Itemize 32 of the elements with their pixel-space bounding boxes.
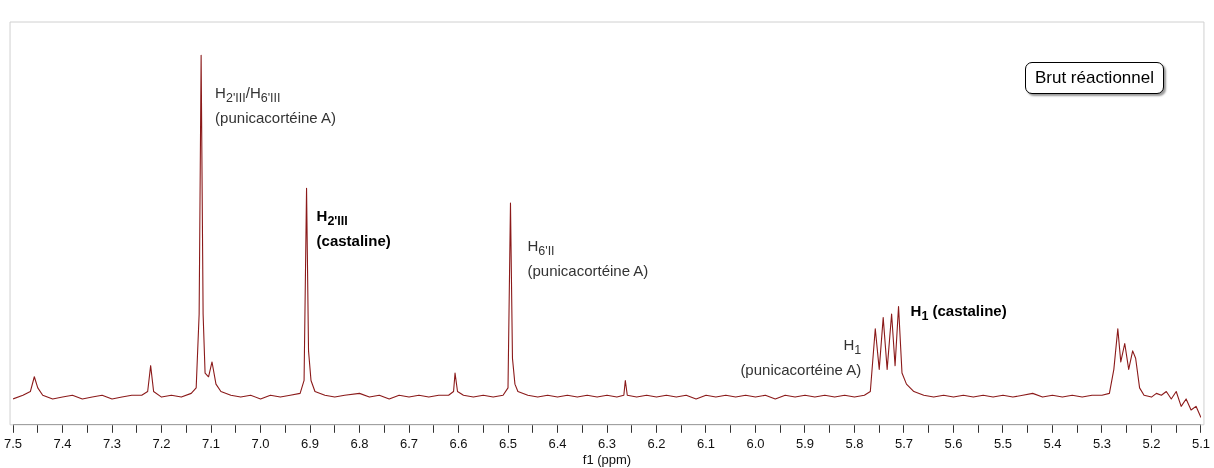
x-tick-label: 6.5 xyxy=(498,436,518,452)
x-tick-label: 5.8 xyxy=(845,436,864,452)
x-tick-label: 6.7 xyxy=(399,436,419,452)
x-tick-label: 6.3 xyxy=(597,436,617,452)
x-tick-label: 5.2 xyxy=(1142,436,1161,452)
x-tick-label: 7.3 xyxy=(102,436,122,452)
x-tick-label: 7.1 xyxy=(201,436,221,452)
x-tick-label: 7.0 xyxy=(251,436,270,452)
x-tick-label: 6.1 xyxy=(696,436,716,452)
x-axis-title: f1 (ppm) xyxy=(582,451,632,467)
x-tick-label: 5.1 xyxy=(1191,436,1210,452)
x-tick-label: 5.7 xyxy=(894,436,914,452)
annotation: H$_{6'II}$ (punicacortéine A) xyxy=(527,236,649,281)
x-tick-label: 5.4 xyxy=(1043,436,1062,452)
x-tick-label: 5.6 xyxy=(944,436,963,452)
x-tick-label: 5.3 xyxy=(1092,436,1112,452)
x-tick-label: 6.9 xyxy=(300,436,320,452)
x-tick-label: 6.2 xyxy=(647,436,666,452)
annotation: Brut réactionnel xyxy=(1024,62,1164,94)
x-tick-label: 5.9 xyxy=(795,436,815,452)
x-tick-label: 6.4 xyxy=(548,436,567,452)
x-tick-label: 7.5 xyxy=(4,436,23,452)
x-tick-label: 6.0 xyxy=(746,436,765,452)
x-tick-label: 6.6 xyxy=(449,436,468,452)
annotation: H$_{1}$ (punicacortéine A) xyxy=(740,334,862,379)
x-tick-label: 6.8 xyxy=(350,436,369,452)
annotation: H$_{2'III}$/H$_{6'III}$ (punicacortéine A) xyxy=(215,83,337,128)
x-tick-label: 7.4 xyxy=(53,436,72,452)
x-tick-label: 5.5 xyxy=(993,436,1013,452)
x-tick-label: 7.2 xyxy=(152,436,171,452)
annotation: H$_{1}$ (castaline) xyxy=(910,300,1007,325)
annotation: H$_{2'III}$ (castaline) xyxy=(316,206,391,251)
